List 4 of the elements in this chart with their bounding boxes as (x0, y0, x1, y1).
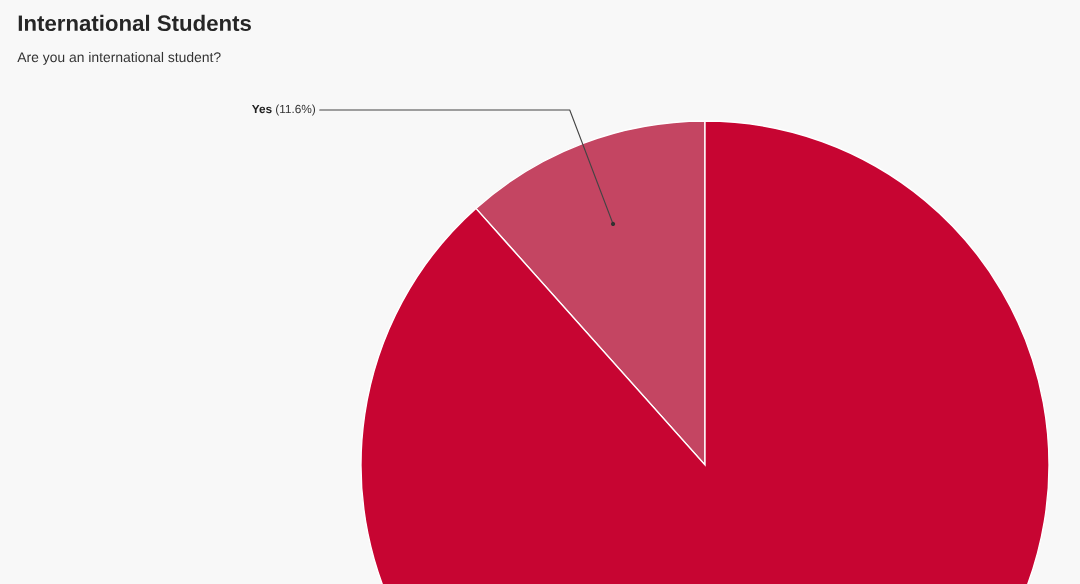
slice-label: Yes (251, 104, 272, 114)
chart-title: International Students (18, 14, 251, 32)
text: Are you an international student? (17, 51, 221, 65)
data-label: (11.6%) (276, 104, 316, 116)
